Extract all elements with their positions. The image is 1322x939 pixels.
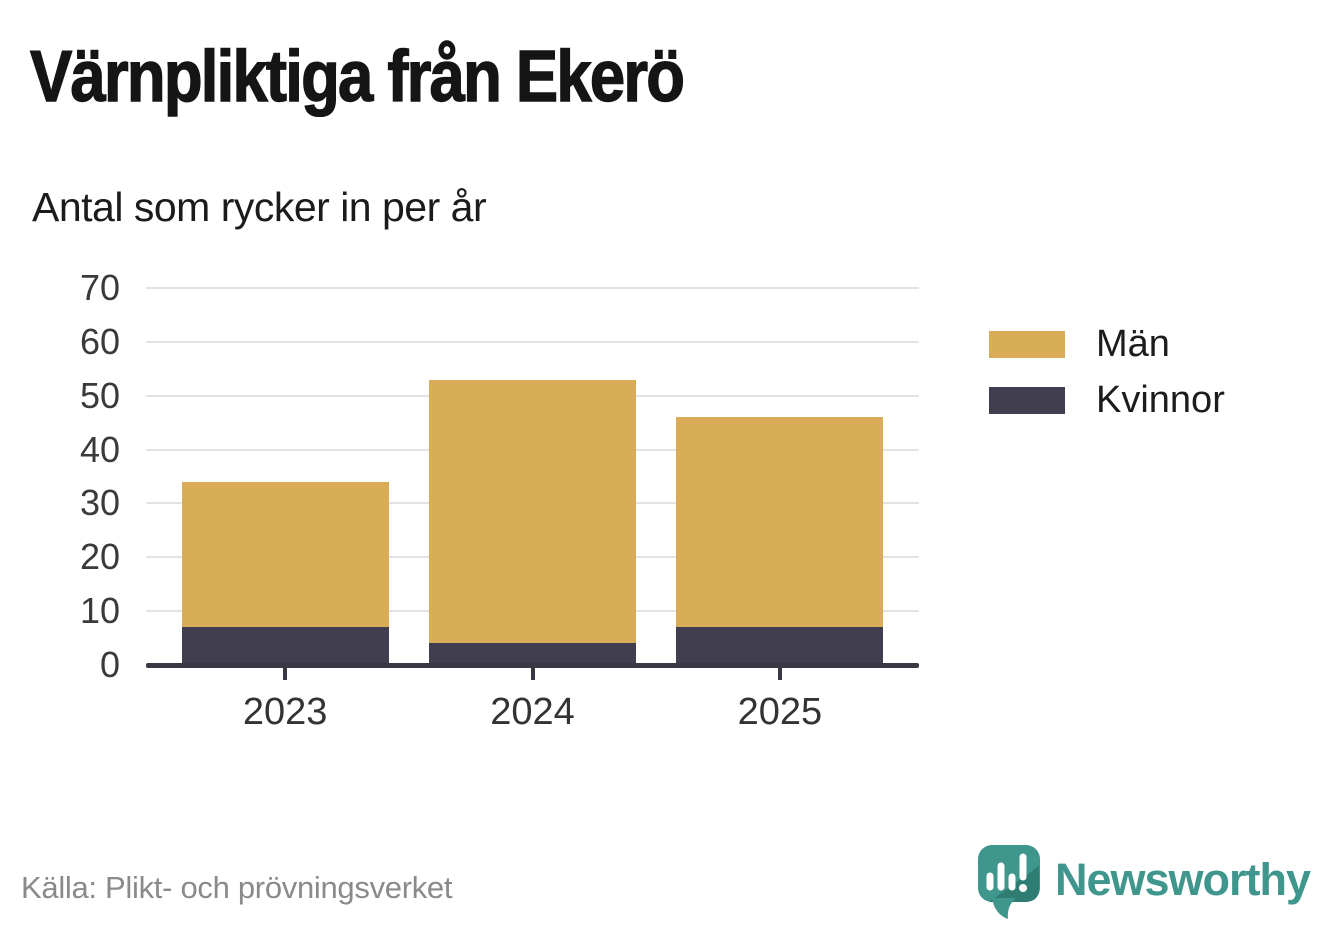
gridline-60 <box>146 340 919 343</box>
y-axis-label-50: 50 <box>79 374 120 416</box>
bar-2025-kvinnor <box>676 627 884 665</box>
gridline-70 <box>146 287 919 289</box>
legend-row-män: Män <box>989 324 1225 364</box>
bar-2025-män <box>676 417 884 628</box>
bar-2023-män <box>181 481 389 628</box>
legend-swatch-män <box>989 330 1065 358</box>
legend-label-kvinnor: Kvinnor <box>1096 379 1225 421</box>
y-axis-label-40: 40 <box>79 428 120 470</box>
bar-2024-män <box>429 379 636 644</box>
chart-subtitle: Antal som rycker in per år <box>32 184 487 230</box>
x-tick-2023 <box>283 666 288 680</box>
x-tick-2025 <box>777 666 782 680</box>
newsworthy-bubble-icon <box>978 845 1040 919</box>
legend-label-män: Män <box>1096 323 1170 365</box>
x-axis-line <box>146 663 919 668</box>
source-note: Källa: Plikt- och prövningsverket <box>21 870 453 905</box>
y-axis-label-0: 0 <box>99 644 120 685</box>
brand-logo: Newsworthy <box>977 844 1311 920</box>
x-tick-2024 <box>530 666 535 680</box>
legend-swatch-kvinnor <box>989 386 1065 414</box>
x-axis-label-2024: 2024 <box>490 691 575 733</box>
chart-title: Värnpliktiga från Ekerö <box>29 36 685 117</box>
x-axis-label-2023: 2023 <box>242 691 328 733</box>
y-axis-label-20: 20 <box>79 536 120 578</box>
x-axis-label-2025: 2025 <box>737 691 823 733</box>
brand-wordmark: Newsworthy <box>1055 854 1311 905</box>
legend-row-kvinnor: Kvinnor <box>989 380 1225 420</box>
y-axis-label-60: 60 <box>79 320 120 362</box>
bar-2024-kvinnor <box>429 643 636 665</box>
legend: Män Kvinnor <box>989 324 1225 436</box>
y-axis-label-70: 70 <box>79 267 120 308</box>
y-axis-label-30: 30 <box>79 482 120 524</box>
bar-2023-kvinnor <box>181 627 389 665</box>
y-axis-label-10: 10 <box>79 590 120 632</box>
